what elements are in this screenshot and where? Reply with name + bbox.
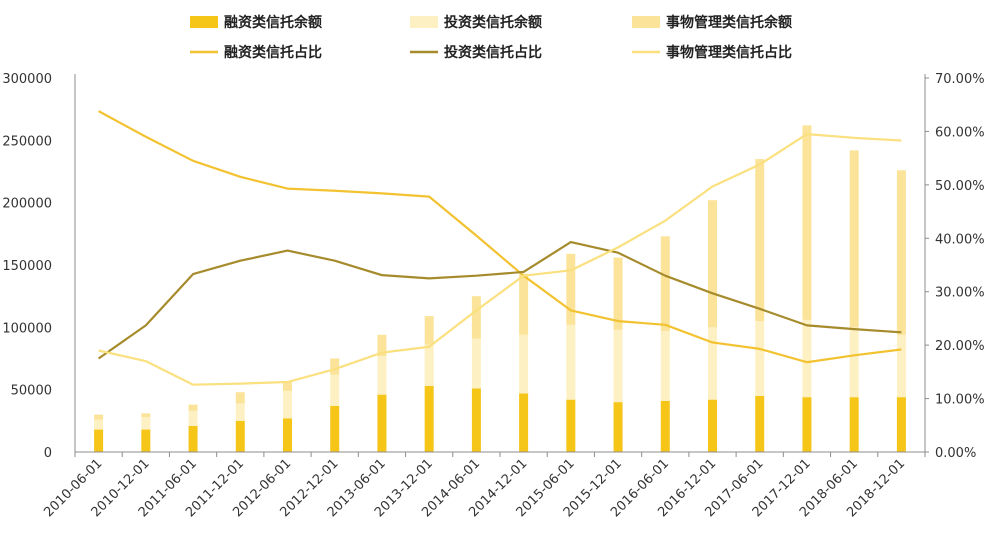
bar-s1-14 (755, 321, 765, 396)
bar-s1-9 (519, 334, 529, 394)
bar-s2-12 (660, 236, 670, 332)
y-right-tick: 20.00% (935, 339, 985, 354)
bar-s2-14 (755, 159, 765, 322)
bar-s1-0 (94, 419, 104, 430)
bars (94, 125, 906, 452)
bar-s0-7 (424, 385, 434, 452)
legend-label-line-0: 融资类信托占比 (224, 44, 322, 61)
y-left-tick: 250000 (2, 134, 52, 149)
y-left-tick: 150000 (2, 259, 52, 274)
bar-s2-1 (141, 413, 151, 418)
bar-s0-16 (849, 397, 859, 452)
legend-label-bar-0: 融资类信托余额 (224, 14, 322, 31)
bar-s0-2 (188, 425, 198, 452)
y-right-tick: 0.00% (935, 446, 976, 461)
bar-s2-0 (94, 414, 104, 420)
bar-s2-4 (283, 382, 292, 391)
legend-swatch-bar-0 (190, 16, 218, 28)
y-left-tick: 0 (44, 446, 52, 461)
y-right-tick: 10.00% (935, 393, 985, 408)
y-left-tick: 100000 (2, 321, 52, 336)
bar-s1-15 (802, 319, 812, 398)
bar-s2-2 (188, 404, 198, 411)
line-series-2 (98, 133, 902, 386)
bar-s2-10 (566, 253, 576, 325)
line-series-0 (98, 110, 902, 364)
bar-s2-3 (235, 392, 245, 404)
y-right-tick: 70.00% (935, 72, 985, 87)
bar-s0-5 (330, 405, 340, 452)
bar-s2-13 (708, 200, 717, 328)
bar-s0-8 (471, 388, 481, 452)
bar-s0-12 (660, 400, 670, 452)
bar-s2-6 (377, 334, 387, 356)
bar-s0-1 (141, 429, 151, 452)
bar-s0-11 (613, 402, 623, 452)
legend-swatch-bar-2 (632, 16, 660, 28)
y-left-tick: 200000 (2, 197, 52, 212)
bar-s2-8 (471, 296, 481, 339)
lines (97, 110, 902, 386)
line-series-1 (97, 240, 902, 360)
bar-s0-6 (377, 394, 387, 452)
bar-s2-16 (849, 150, 859, 328)
bar-s2-7 (424, 316, 434, 345)
legend-label-line-2: 事物管理类信托占比 (666, 44, 792, 61)
bar-s2-11 (613, 257, 623, 330)
y-right-tick: 40.00% (935, 232, 985, 247)
legend-label-line-1: 投资类信托占比 (444, 44, 542, 61)
bar-s0-13 (708, 399, 717, 452)
y-right-tick: 60.00% (935, 125, 985, 140)
bar-s0-17 (896, 397, 906, 452)
bar-s1-1 (141, 417, 151, 430)
bar-s2-5 (330, 358, 340, 375)
y-right-tick: 50.00% (935, 179, 985, 194)
bar-s1-8 (471, 338, 481, 389)
bar-s0-0 (94, 429, 104, 452)
bar-s1-13 (708, 327, 717, 400)
bar-s0-3 (235, 420, 245, 452)
legend-label-bar-1: 投资类信托余额 (444, 14, 542, 31)
bar-s0-14 (755, 395, 765, 452)
legend-swatch-bar-1 (410, 16, 438, 28)
legend-label-bar-2: 事物管理类信托余额 (666, 14, 792, 31)
y-left-tick: 50000 (11, 384, 52, 399)
bar-s2-9 (519, 273, 529, 335)
bar-s2-17 (896, 170, 906, 335)
bar-s1-16 (849, 327, 859, 398)
y-left-tick: 300000 (2, 72, 52, 87)
bar-s0-9 (519, 393, 529, 452)
bar-s1-5 (330, 374, 340, 406)
bar-s1-12 (660, 331, 670, 401)
bar-s1-6 (377, 356, 387, 395)
bar-s0-15 (802, 397, 812, 452)
bar-s1-7 (424, 344, 434, 386)
bar-s2-15 (802, 125, 812, 320)
bar-s1-2 (188, 410, 198, 426)
bar-s1-11 (613, 329, 623, 403)
bar-s0-4 (283, 418, 292, 452)
y-right-tick: 30.00% (935, 286, 985, 301)
bar-s0-10 (566, 399, 576, 452)
bar-s1-10 (566, 324, 576, 400)
bar-s1-17 (896, 334, 906, 398)
bar-s1-4 (283, 390, 292, 419)
bar-s1-3 (235, 403, 245, 421)
